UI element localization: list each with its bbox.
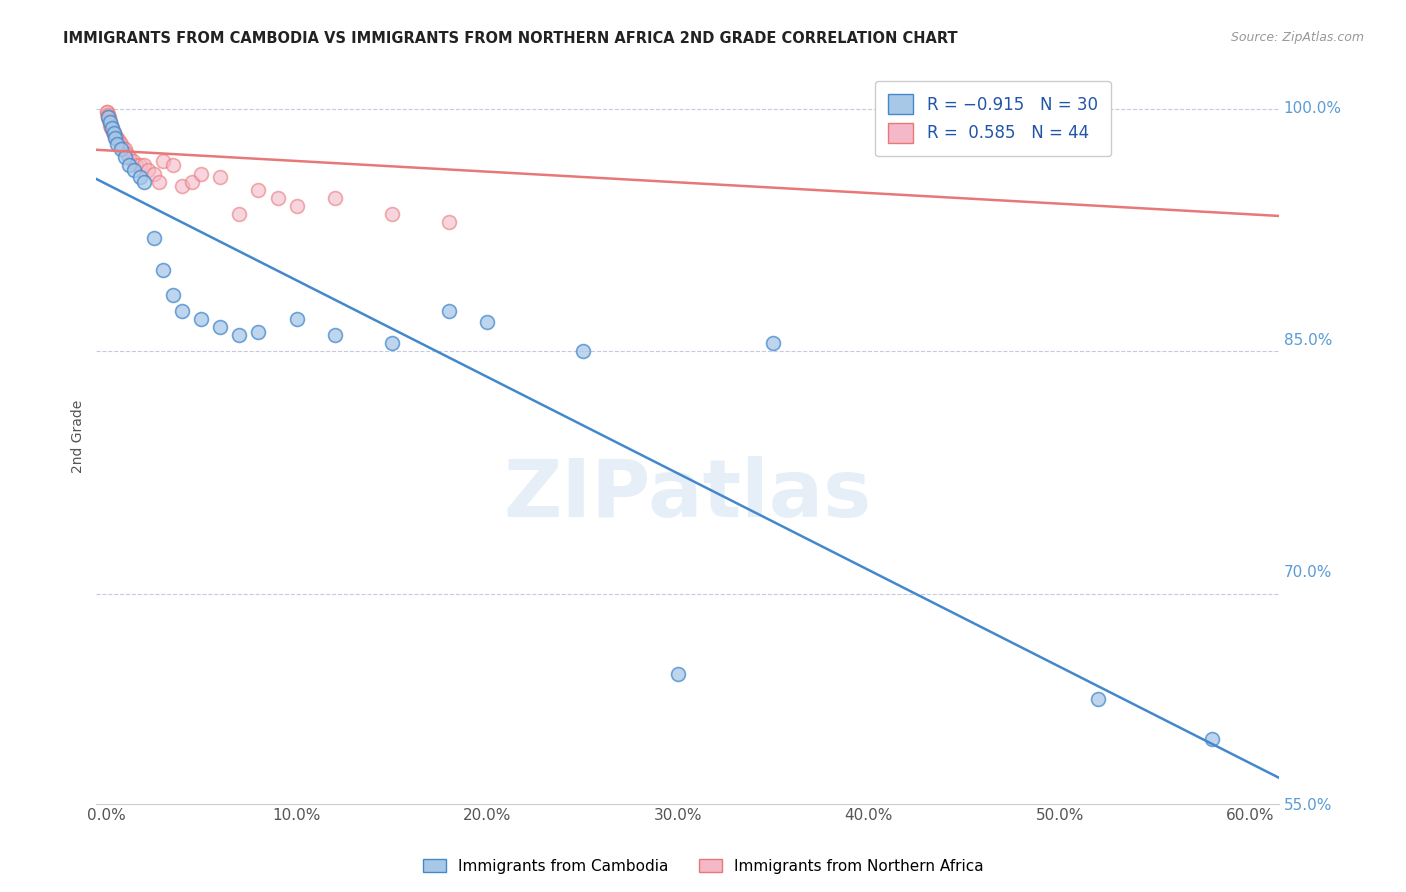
Point [148, 175, 170, 189]
Point [108, 134, 131, 148]
Point [180, 175, 202, 189]
Point [105, 131, 128, 145]
Point [103, 126, 125, 140]
Point [114, 150, 136, 164]
Point [100, 121, 122, 136]
Point [98, 118, 121, 132]
Point [129, 169, 152, 184]
Text: Source: ZipAtlas.com: Source: ZipAtlas.com [1230, 31, 1364, 45]
Point [110, 137, 132, 152]
Point [152, 153, 174, 168]
Point [97, 110, 120, 124]
Point [121, 153, 143, 168]
Point [247, 325, 270, 339]
Point [439, 303, 461, 318]
Point [477, 315, 499, 329]
Point [118, 150, 141, 164]
Point [228, 328, 250, 343]
Point [666, 667, 689, 681]
Text: ZIPatlas: ZIPatlas [503, 456, 872, 534]
Point [136, 163, 159, 178]
Point [97, 110, 120, 124]
Point [114, 142, 136, 156]
Point [96, 105, 118, 120]
Point [162, 158, 184, 172]
Point [104, 131, 127, 145]
Point [323, 191, 346, 205]
Point [103, 126, 125, 140]
Point [228, 207, 250, 221]
Point [96, 105, 118, 120]
Point [439, 215, 461, 229]
Point [112, 141, 135, 155]
Point [266, 191, 288, 205]
Point [100, 121, 122, 136]
Point [98, 115, 121, 129]
Point [103, 126, 125, 140]
Point [104, 129, 127, 144]
Point [100, 121, 122, 136]
Point [571, 344, 593, 359]
Point [247, 183, 270, 197]
Point [152, 263, 174, 277]
Point [132, 175, 155, 189]
Point [110, 142, 132, 156]
Point [105, 137, 128, 152]
Point [762, 336, 785, 351]
Point [172, 179, 194, 194]
Point [142, 231, 165, 245]
Point [285, 312, 308, 326]
Point [323, 328, 346, 343]
Point [190, 312, 212, 326]
Y-axis label: 2nd Grade: 2nd Grade [72, 400, 86, 473]
Point [97, 108, 120, 122]
Point [172, 303, 194, 318]
Point [1201, 731, 1223, 746]
Point [98, 113, 121, 128]
Point [162, 287, 184, 301]
Point [953, 98, 976, 112]
Point [132, 158, 155, 172]
Point [381, 207, 404, 221]
Point [142, 167, 165, 181]
Text: IMMIGRANTS FROM CAMBODIA VS IMMIGRANTS FROM NORTHERN AFRICA 2ND GRADE CORRELATIO: IMMIGRANTS FROM CAMBODIA VS IMMIGRANTS F… [63, 31, 957, 46]
Legend: R = −0.915   N = 30, R =  0.585   N = 44: R = −0.915 N = 30, R = 0.585 N = 44 [875, 80, 1111, 156]
Point [190, 167, 212, 181]
Point [118, 158, 141, 172]
Point [101, 124, 124, 138]
Point [209, 169, 232, 184]
Point [124, 163, 146, 178]
Point [100, 118, 122, 132]
Legend: Immigrants from Cambodia, Immigrants from Northern Africa: Immigrants from Cambodia, Immigrants fro… [416, 853, 990, 880]
Point [129, 158, 152, 172]
Point [97, 110, 120, 124]
Point [105, 131, 128, 145]
Point [285, 199, 308, 213]
Point [381, 336, 404, 351]
Point [98, 115, 121, 129]
Point [209, 320, 232, 334]
Point [115, 147, 138, 161]
Point [1087, 691, 1109, 706]
Point [125, 158, 148, 172]
